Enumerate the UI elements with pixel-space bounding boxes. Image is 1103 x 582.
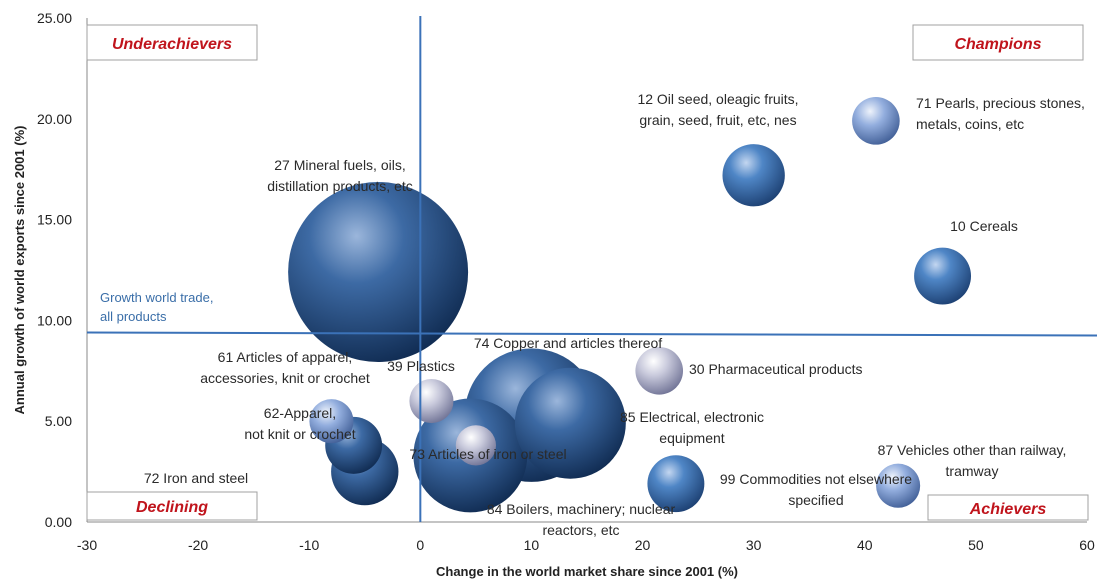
bubble-label: 61 Articles of apparel, accessories, knit…	[200, 349, 370, 386]
reference-lines: Growth world trade, all products	[86, 16, 1098, 522]
bubble	[288, 182, 469, 363]
bubble	[914, 247, 972, 305]
x-tick-label: -30	[77, 537, 97, 553]
y-tick-label: 25.00	[37, 10, 72, 26]
bubble-label: 85 Electrical, electronic equipment	[620, 409, 764, 446]
y-tick-label: 15.00	[37, 212, 72, 228]
y-tick-label: 0.00	[45, 514, 72, 530]
bubble	[409, 378, 454, 424]
bubble	[455, 425, 497, 466]
bubble-label: 72 Iron and steel	[144, 470, 248, 486]
y-tick-label: 20.00	[37, 111, 72, 127]
bubble-labels: 27 Mineral fuels, oils, distillation prod…	[144, 91, 1085, 538]
bubble-label: 71 Pearls, precious stones, metals, coins…	[916, 95, 1085, 132]
world-trade-growth-line	[86, 331, 1098, 337]
x-tick-label: -20	[188, 537, 208, 553]
bubble	[647, 455, 705, 513]
bubble-label: 10 Cereals	[950, 218, 1018, 234]
x-tick-label: 60	[1079, 537, 1095, 553]
quadrant-box-top-right	[912, 24, 1084, 61]
bubbles	[288, 97, 972, 513]
x-axis-title: Change in the world market share since 2…	[436, 564, 738, 579]
quadrant-labels: Underachievers Champions Declining Achie…	[86, 24, 1089, 521]
bubble-label: 62-Apparel, not knit or crochet	[244, 405, 355, 442]
bubble-label: 87 Vehicles other than railway, tramway	[878, 442, 1067, 479]
y-axis-title: Annual growth of world exports since 200…	[12, 126, 27, 415]
world-trade-growth-label: Growth world trade, all products	[100, 290, 213, 324]
quadrant-box-bottom-right	[927, 494, 1089, 521]
bubble	[514, 367, 626, 479]
quadrant-label-achievers: Achievers	[969, 501, 1047, 518]
x-tick-label: 0	[416, 537, 424, 553]
y-tick-label: 10.00	[37, 312, 72, 328]
axes	[86, 18, 1087, 523]
bubble-label: 39 Plastics	[387, 358, 455, 374]
x-tick-label: 40	[857, 537, 873, 553]
x-tick-label: 50	[968, 537, 984, 553]
quadrant-box-top-left	[86, 24, 258, 61]
quadrant-box-bottom-left	[86, 491, 258, 521]
bubble	[876, 463, 921, 508]
bubble	[635, 346, 684, 395]
bubble	[309, 399, 354, 444]
quadrant-label-declining: Declining	[136, 499, 208, 516]
y-tick-label: 5.00	[45, 413, 72, 429]
bubble-label: 74 Copper and articles thereof	[474, 335, 662, 351]
quadrant-label-underachievers: Underachievers	[112, 36, 232, 53]
bubble-label: 99 Commodities not elsewhere specified	[720, 471, 912, 508]
bubble-label: 30 Pharmaceutical products	[689, 361, 863, 377]
quadrant-label-champions: Champions	[954, 36, 1041, 53]
x-tick-label: -10	[299, 537, 319, 553]
bubble	[852, 97, 900, 145]
bubble-label: 27 Mineral fuels, oils, distillation prod…	[267, 157, 413, 194]
x-tick-label: 20	[635, 537, 651, 553]
bubble-label: 84 Boilers, machinery; nuclear reactors, …	[487, 501, 676, 538]
y-tick-labels: 0.00 5.00 10.00 15.00 20.00 25.00	[37, 10, 72, 530]
bubble	[722, 144, 785, 207]
x-tick-label: 10	[524, 537, 540, 553]
x-tick-label: 30	[746, 537, 762, 553]
x-tick-labels: -30 -20 -10 0 10 20 30 40 50 60	[77, 537, 1095, 553]
bubble-label: 73 Articles of iron or steel	[409, 446, 566, 462]
bubble-label: 12 Oil seed, oleagic fruits, grain, seed,…	[637, 91, 798, 128]
